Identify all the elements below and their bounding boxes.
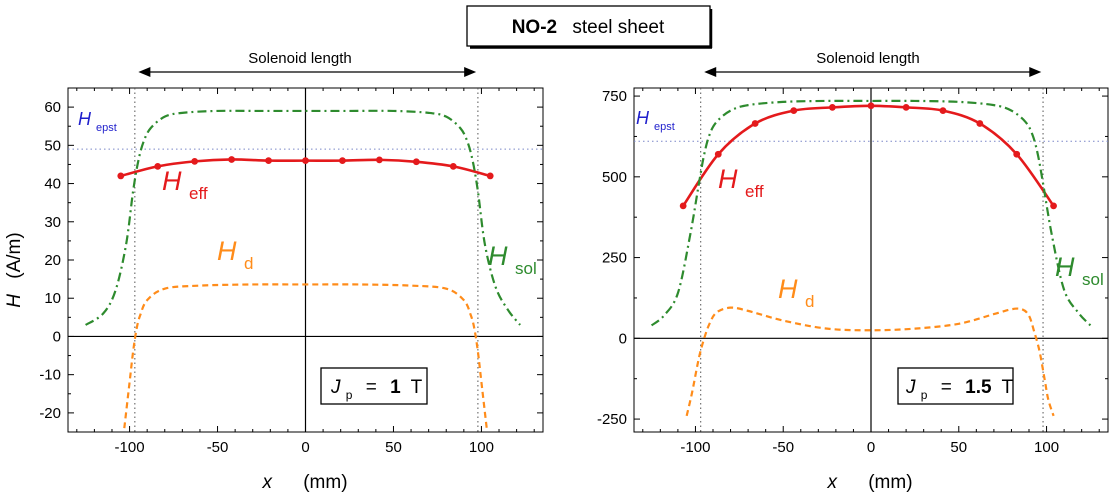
x-tick-label: 0 <box>867 439 875 456</box>
svg-text:x (mm): x (mm) <box>826 472 912 493</box>
y-tick-label: 750 <box>602 88 627 105</box>
jp-unit: T <box>411 377 423 398</box>
x-tick-label: 100 <box>469 439 494 456</box>
data-point <box>714 150 722 158</box>
svg-text:J p =: J p = 1 T <box>330 377 423 404</box>
x-tick-label: 100 <box>1034 439 1059 456</box>
jp-value: 1 <box>390 377 401 398</box>
h-sol-label: H sol <box>488 241 537 278</box>
x-tick-label: -50 <box>207 439 229 456</box>
h-sol-label: H sol <box>1055 252 1104 289</box>
data-point <box>339 157 346 165</box>
jp-subscript: p <box>921 388 928 402</box>
x-tick-label: -50 <box>772 439 794 456</box>
h-d-label: H d <box>778 274 814 311</box>
jp-symbol: J <box>330 377 341 398</box>
x-tick-label: 0 <box>301 439 309 456</box>
y-tick-label: 10 <box>44 290 61 307</box>
y-tick-label: 40 <box>44 176 61 193</box>
data-point <box>117 172 125 180</box>
data-point <box>828 103 836 111</box>
data-point <box>939 107 947 115</box>
jp-box: J p = 1.5 T <box>897 367 1014 405</box>
svg-text:J p =: J p = 1.5 T <box>905 377 1014 404</box>
data-point <box>486 172 494 180</box>
y-tick-label: 0 <box>53 328 61 345</box>
jp-subscript: p <box>346 388 353 402</box>
y-tick-label: 250 <box>602 250 627 267</box>
y-tick-label: -250 <box>597 411 627 428</box>
jp-equals: = <box>366 377 377 398</box>
data-point <box>375 156 383 164</box>
data-point <box>1050 202 1057 210</box>
data-point <box>976 120 984 127</box>
data-point <box>902 103 910 111</box>
x-tick-label: -100 <box>115 439 145 456</box>
arrowhead-left-icon <box>138 67 151 77</box>
figure-title: NO-2 steel sheet <box>466 5 713 49</box>
series-line-h-d <box>123 283 488 429</box>
data-point <box>412 158 420 166</box>
x-tick-label: -100 <box>680 439 710 456</box>
y-tick-label: 60 <box>44 99 61 116</box>
data-point <box>679 202 687 210</box>
data-point <box>191 157 199 165</box>
h-d-label: H d <box>217 236 253 273</box>
h-eff-label: H eff <box>718 164 764 201</box>
y-tick-label: 30 <box>44 214 61 231</box>
svg-text:NO-2 steel sheet: NO-2 steel sheet <box>512 17 665 38</box>
solenoid-length-label: Solenoid length <box>816 50 919 67</box>
h-epst-label: H epst <box>78 109 117 134</box>
jp-equals: = <box>941 377 952 398</box>
data-point <box>154 162 162 170</box>
title-bold: NO-2 <box>512 17 557 38</box>
data-point <box>228 156 236 163</box>
y-tick-label: 500 <box>602 169 627 186</box>
series-line-h-sol <box>650 99 1092 327</box>
x-axis-unit: (mm) <box>868 472 912 493</box>
jp-box: J p = 1 T <box>320 367 428 405</box>
y-axis-symbol: H <box>4 294 25 308</box>
data-point <box>265 157 272 165</box>
x-axis-symbol: x <box>826 472 838 493</box>
data-point <box>867 102 875 110</box>
arrowhead-right-icon <box>464 67 477 77</box>
x-tick-label: 50 <box>950 439 967 456</box>
y-tick-label: 50 <box>44 137 61 154</box>
h-epst-label: H epst <box>636 108 675 133</box>
svg-text:H (A/m): H (A/m) <box>4 232 25 307</box>
x-axis-symbol: x <box>261 472 273 493</box>
data-point <box>449 162 457 170</box>
data-point <box>751 120 759 127</box>
y-tick-label: 20 <box>44 252 61 269</box>
y-tick-label: -20 <box>39 405 61 422</box>
arrowhead-right-icon <box>1029 67 1042 77</box>
y-tick-label: 0 <box>619 330 627 347</box>
solenoid-length-label: Solenoid length <box>248 50 351 67</box>
right-panel: -100 -50 0 50 100 -250 0 250 500 750 x (mm) Solen… <box>597 50 1109 493</box>
x-tick-label: 50 <box>385 439 402 456</box>
y-axis-unit: (A/m) <box>4 232 25 278</box>
data-point <box>1013 150 1021 158</box>
jp-value: 1.5 <box>965 377 992 398</box>
title-rest: steel sheet <box>572 17 665 38</box>
h-eff-label: H eff <box>162 166 208 203</box>
arrowhead-left-icon <box>704 67 717 77</box>
y-tick-label: -10 <box>39 367 61 384</box>
jp-unit: T <box>1002 377 1014 398</box>
svg-text:x (mm): x (mm) <box>261 472 347 493</box>
x-axis-unit: (mm) <box>303 472 347 493</box>
data-point <box>302 157 309 165</box>
series-line-h-d <box>685 306 1055 417</box>
plot-area: -100 -50 0 50 100 -250 0 250 500 750 <box>597 67 1109 456</box>
jp-symbol: J <box>905 377 916 398</box>
data-point <box>790 107 798 115</box>
